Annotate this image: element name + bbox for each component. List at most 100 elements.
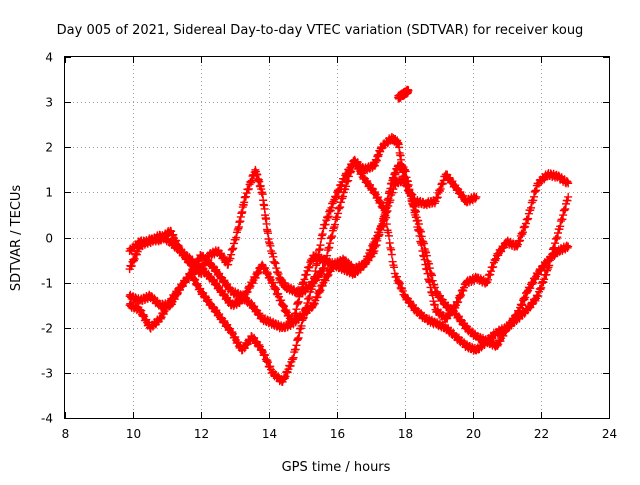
data-point-dense <box>264 358 273 367</box>
data-point-dense <box>336 198 345 207</box>
x-axis-label: GPS time / hours <box>282 460 391 475</box>
data-point-dense <box>484 275 493 284</box>
data-point-dense <box>430 300 439 309</box>
data-point-dense <box>407 196 416 205</box>
data-point-dense <box>409 197 418 206</box>
data-point-dense <box>559 211 568 220</box>
data-point-dense <box>385 238 394 247</box>
data-point-dense <box>325 239 334 248</box>
data-point-dense <box>337 181 346 190</box>
data-point-dense <box>334 204 343 213</box>
data-point-dense <box>545 261 554 270</box>
data-point-dense <box>532 186 541 195</box>
data-point-dense <box>518 300 527 309</box>
data-point-dense <box>333 213 342 222</box>
data-point-dense <box>430 199 439 208</box>
data-point-dense <box>262 357 271 366</box>
data-point-dense <box>244 184 253 193</box>
data-point-dense <box>338 194 347 203</box>
data-point-dense <box>529 196 538 205</box>
data-point-dense <box>388 257 397 266</box>
data-point-dense <box>397 284 406 293</box>
y-tick-label: 0 <box>45 232 53 246</box>
data-point-dense <box>493 341 502 350</box>
data-point <box>421 247 430 256</box>
y-tick-label: 1 <box>45 186 53 200</box>
data-point-dense <box>300 275 309 284</box>
x-tick-label: 24 <box>602 427 617 441</box>
data-point-dense <box>471 194 480 203</box>
data-point-dense <box>558 215 567 224</box>
data-point-dense <box>389 185 398 194</box>
data-point-dense <box>294 297 303 306</box>
data-point-dense <box>544 263 553 272</box>
data-point-dense <box>414 216 423 225</box>
data-point-dense <box>491 256 500 265</box>
data-point <box>224 260 233 269</box>
data-point-dense <box>378 221 387 230</box>
data-point-dense <box>228 328 237 337</box>
data-point-dense <box>342 170 351 179</box>
data-point-dense <box>384 231 393 240</box>
data-point-dense <box>226 254 235 263</box>
data-point-dense <box>563 177 572 186</box>
data-point-dense <box>316 286 325 295</box>
data-point-dense <box>530 187 539 196</box>
data-point-dense <box>398 286 407 295</box>
data-point-dense <box>302 270 311 279</box>
data-point-dense <box>227 245 236 254</box>
data-point-dense <box>519 228 528 237</box>
data-point-dense <box>297 321 306 330</box>
data-point-dense <box>315 246 324 255</box>
data-point-dense <box>358 169 367 178</box>
data-point-dense <box>325 243 334 252</box>
data-point-dense <box>323 213 332 222</box>
data-point-dense <box>231 235 240 244</box>
data-point-dense <box>519 294 528 303</box>
data-point-dense <box>521 222 530 231</box>
data-point-dense <box>227 250 236 259</box>
data-point-dense <box>456 292 465 301</box>
data-point <box>329 197 338 206</box>
chart-title: Day 005 of 2021, Sidereal Day-to-day VTE… <box>57 23 584 38</box>
data-point-dense <box>280 373 289 382</box>
y-axis-label: SDTVAR / TECUs <box>9 185 24 292</box>
data-point-dense <box>417 227 426 236</box>
data-point-dense <box>436 184 445 193</box>
x-tick-label: 12 <box>194 427 209 441</box>
data-point-dense <box>409 202 418 211</box>
data-point-dense <box>521 219 530 228</box>
data-point-dense <box>530 274 539 283</box>
data-point-dense <box>411 207 420 216</box>
data-point-dense <box>517 301 526 310</box>
y-tick-label: 2 <box>45 141 53 155</box>
data-point-dense <box>374 193 383 202</box>
data-point-dense <box>560 206 569 215</box>
data-point <box>309 278 318 287</box>
data-point-dense <box>344 165 353 174</box>
data-point-dense <box>281 307 290 316</box>
data-point-dense <box>272 264 281 273</box>
data-point-dense <box>360 257 369 266</box>
data-point-dense <box>403 180 412 189</box>
data-point <box>564 179 573 188</box>
data-point-dense <box>192 281 201 290</box>
data-point-dense <box>303 299 312 308</box>
data-point-dense <box>312 261 321 270</box>
data-point-dense <box>340 175 349 184</box>
data-point-dense <box>291 345 300 354</box>
data-point-dense <box>241 192 250 201</box>
data-point-dense <box>433 193 442 202</box>
data-point-dense <box>292 305 301 314</box>
data-point-dense <box>534 291 543 300</box>
data-point-dense <box>384 228 393 237</box>
data-point-dense <box>328 232 337 241</box>
data-point-dense <box>234 338 243 347</box>
data-point-dense <box>266 241 275 250</box>
data-point-dense <box>309 274 318 283</box>
data-point-dense <box>228 245 237 254</box>
data-point-dense <box>419 239 428 248</box>
data-point-dense <box>273 268 282 277</box>
